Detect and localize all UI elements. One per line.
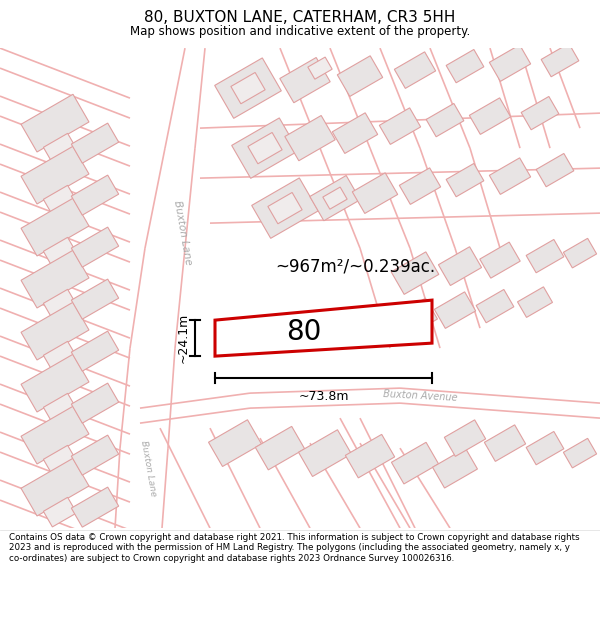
Polygon shape	[21, 302, 89, 360]
Polygon shape	[394, 52, 436, 88]
Polygon shape	[426, 104, 464, 137]
Polygon shape	[21, 354, 89, 412]
Polygon shape	[518, 287, 553, 318]
Polygon shape	[43, 238, 77, 267]
Polygon shape	[541, 44, 579, 77]
Text: Buxton Lane: Buxton Lane	[139, 439, 157, 497]
Polygon shape	[21, 458, 89, 516]
Polygon shape	[71, 227, 119, 267]
Text: Buxton Lane: Buxton Lane	[172, 200, 194, 266]
Polygon shape	[215, 58, 281, 118]
Polygon shape	[352, 173, 398, 214]
Text: ~73.8m: ~73.8m	[298, 390, 349, 403]
Polygon shape	[563, 238, 596, 268]
Polygon shape	[379, 108, 421, 144]
Polygon shape	[71, 279, 119, 319]
Polygon shape	[392, 298, 437, 338]
Text: Buxton Avenue: Buxton Avenue	[383, 389, 457, 403]
Polygon shape	[21, 406, 89, 464]
Polygon shape	[469, 98, 511, 134]
Polygon shape	[434, 292, 476, 328]
Polygon shape	[308, 57, 332, 79]
Polygon shape	[299, 430, 352, 476]
Polygon shape	[21, 198, 89, 256]
Polygon shape	[332, 112, 378, 154]
Polygon shape	[231, 72, 265, 104]
Polygon shape	[43, 341, 77, 371]
Polygon shape	[536, 154, 574, 187]
Polygon shape	[490, 45, 530, 81]
Polygon shape	[268, 192, 302, 224]
Polygon shape	[310, 176, 360, 221]
Polygon shape	[433, 448, 478, 488]
Polygon shape	[232, 118, 298, 178]
Polygon shape	[251, 178, 319, 238]
Polygon shape	[391, 442, 439, 484]
Polygon shape	[480, 242, 520, 278]
Polygon shape	[337, 56, 383, 96]
Polygon shape	[285, 116, 335, 161]
Text: ~967m²/~0.239ac.: ~967m²/~0.239ac.	[275, 257, 435, 275]
Polygon shape	[21, 94, 89, 152]
Polygon shape	[43, 446, 77, 475]
Polygon shape	[209, 420, 262, 466]
Polygon shape	[446, 164, 484, 197]
Polygon shape	[21, 250, 89, 308]
Text: Map shows position and indicative extent of the property.: Map shows position and indicative extent…	[130, 26, 470, 39]
Polygon shape	[248, 132, 282, 164]
Polygon shape	[43, 186, 77, 215]
Polygon shape	[71, 123, 119, 163]
Polygon shape	[490, 158, 530, 194]
Text: 80: 80	[286, 318, 321, 346]
Polygon shape	[43, 498, 77, 527]
Polygon shape	[526, 239, 564, 272]
Polygon shape	[439, 247, 482, 286]
Polygon shape	[446, 49, 484, 82]
Polygon shape	[71, 331, 119, 371]
Polygon shape	[71, 487, 119, 527]
Polygon shape	[521, 96, 559, 130]
Text: Contains OS data © Crown copyright and database right 2021. This information is : Contains OS data © Crown copyright and d…	[9, 533, 580, 562]
Polygon shape	[391, 252, 439, 294]
Polygon shape	[526, 431, 564, 465]
Polygon shape	[71, 175, 119, 215]
Polygon shape	[563, 438, 596, 468]
Polygon shape	[476, 289, 514, 322]
Polygon shape	[256, 426, 305, 470]
Polygon shape	[400, 168, 440, 204]
Polygon shape	[346, 434, 395, 478]
Polygon shape	[445, 420, 485, 456]
Polygon shape	[484, 425, 526, 461]
Polygon shape	[71, 383, 119, 423]
Polygon shape	[43, 133, 77, 163]
Polygon shape	[43, 289, 77, 319]
Polygon shape	[215, 300, 432, 356]
Polygon shape	[323, 187, 347, 209]
Text: 80, BUXTON LANE, CATERHAM, CR3 5HH: 80, BUXTON LANE, CATERHAM, CR3 5HH	[145, 9, 455, 24]
Text: ~24.1m: ~24.1m	[177, 313, 190, 363]
Polygon shape	[280, 58, 330, 102]
Polygon shape	[21, 146, 89, 204]
Polygon shape	[71, 435, 119, 475]
Polygon shape	[43, 393, 77, 423]
